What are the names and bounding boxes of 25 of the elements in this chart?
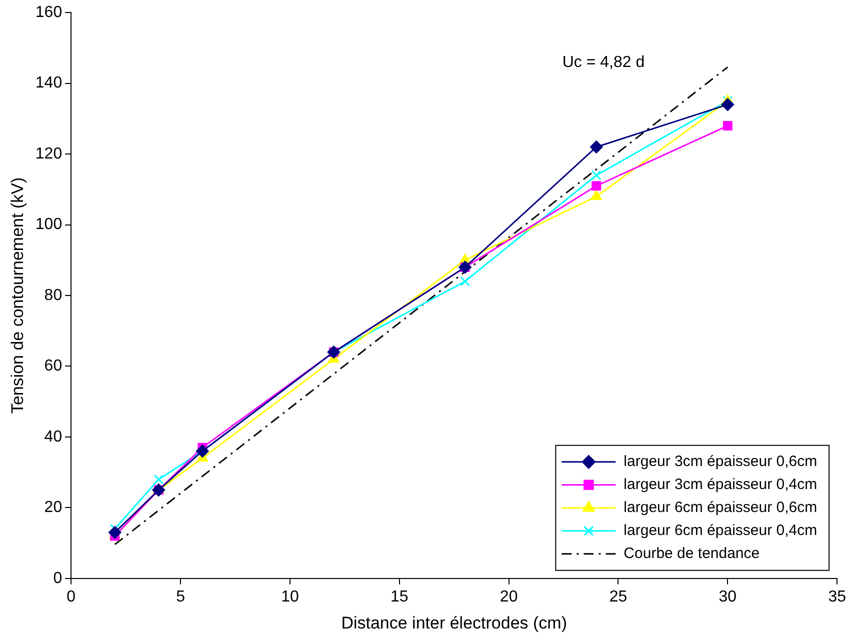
y-tick-label: 40 <box>44 428 62 446</box>
x-tick-label: 15 <box>390 588 408 606</box>
legend-label: Courbe de tendance <box>624 545 760 562</box>
y-tick-label: 120 <box>35 145 62 162</box>
x-tick-label: 5 <box>176 588 186 606</box>
y-tick-label: 0 <box>53 570 62 587</box>
y-tick-label: 60 <box>44 358 62 375</box>
legend-label: largeur 3cm épaisseur 0,4cm <box>624 476 818 494</box>
y-tick-label: 80 <box>44 286 62 304</box>
y-axis-title: Tension de contournement (kV) <box>8 177 27 414</box>
legend-label: largeur 3cm épaisseur 0,6cm <box>624 453 818 470</box>
annotation: Uc = 4,82 d <box>562 54 645 72</box>
x-tick-label: 10 <box>281 588 299 606</box>
x-tick-label: 30 <box>718 588 737 606</box>
legend-label: largeur 6cm épaisseur 0,4cm <box>624 522 818 540</box>
y-tick-label: 100 <box>35 216 62 234</box>
y-tick-label: 20 <box>44 499 62 516</box>
x-tick-label: 0 <box>66 588 76 606</box>
x-tick-label: 35 <box>828 588 846 606</box>
y-tick-label: 160 <box>35 4 62 22</box>
y-tick-label: 140 <box>35 74 62 92</box>
x-tick-label: 20 <box>500 588 518 606</box>
x-axis-title: Distance inter électrodes (cm) <box>341 613 568 632</box>
x-tick-label: 25 <box>609 588 628 606</box>
legend-label: largeur 6cm épaisseur 0,6cm <box>624 499 818 516</box>
